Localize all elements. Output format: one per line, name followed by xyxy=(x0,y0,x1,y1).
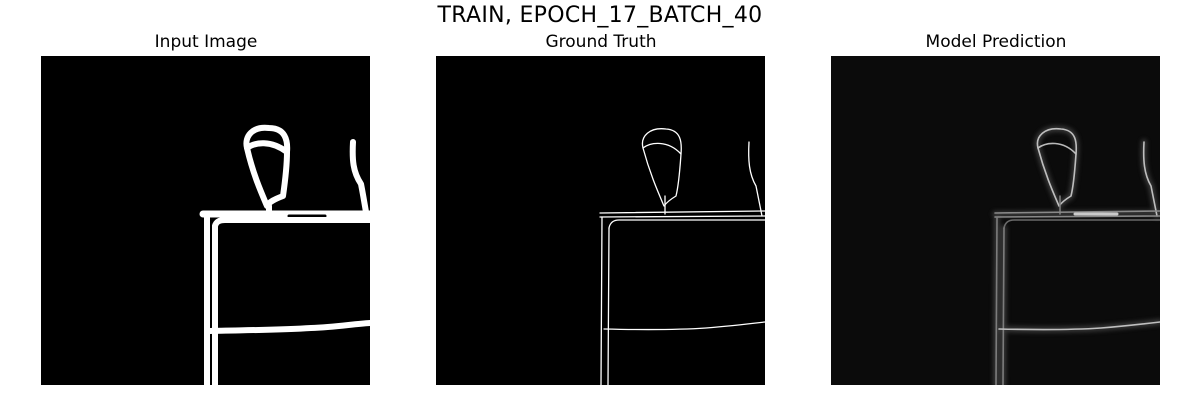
gt-left-leg-outer xyxy=(600,216,603,385)
pred-upright-curve xyxy=(1142,141,1158,217)
pred-table-top-lower xyxy=(994,215,1160,218)
gt-inner-frame-top xyxy=(608,219,765,229)
gt-vase-rim xyxy=(642,142,682,155)
input-drawer-line xyxy=(204,320,370,334)
figure-title: TRAIN, EPOCH_17_BATCH_40 xyxy=(437,3,763,28)
input-image xyxy=(41,56,370,385)
panel-title-input-image: Input Image xyxy=(154,32,258,52)
ground-truth-panel xyxy=(436,56,765,385)
prediction-edges xyxy=(994,127,1160,385)
panel-title-model-prediction: Model Prediction xyxy=(925,32,1067,52)
input-image-panel xyxy=(41,56,370,385)
pred-vase-shape xyxy=(1036,127,1078,207)
model-prediction-panel xyxy=(831,56,1160,385)
ground-truth-image xyxy=(436,56,765,385)
gt-table-top-lower xyxy=(599,215,765,218)
input-sketch-strokes xyxy=(199,124,370,385)
pred-table-top-upper xyxy=(994,210,1160,214)
input-vase-shape xyxy=(243,124,291,209)
pred-left-leg-inner xyxy=(1002,227,1005,385)
gt-upright-curve xyxy=(748,141,763,217)
gt-left-leg-inner xyxy=(607,227,610,385)
ground-truth-edges xyxy=(599,128,765,385)
input-upright-curve xyxy=(349,139,370,221)
gt-drawer-line xyxy=(603,321,765,331)
input-vase-rim xyxy=(244,140,290,155)
pred-left-leg-outer xyxy=(995,216,998,385)
gt-vase-shape xyxy=(641,128,682,207)
model-prediction-image xyxy=(831,56,1160,385)
gt-table-top-upper xyxy=(599,210,765,214)
pred-vase-rim xyxy=(1037,142,1077,155)
pred-drawer-line xyxy=(998,321,1160,331)
pred-inner-frame-top xyxy=(1003,219,1160,229)
panel-title-ground-truth: Ground Truth xyxy=(545,32,657,52)
